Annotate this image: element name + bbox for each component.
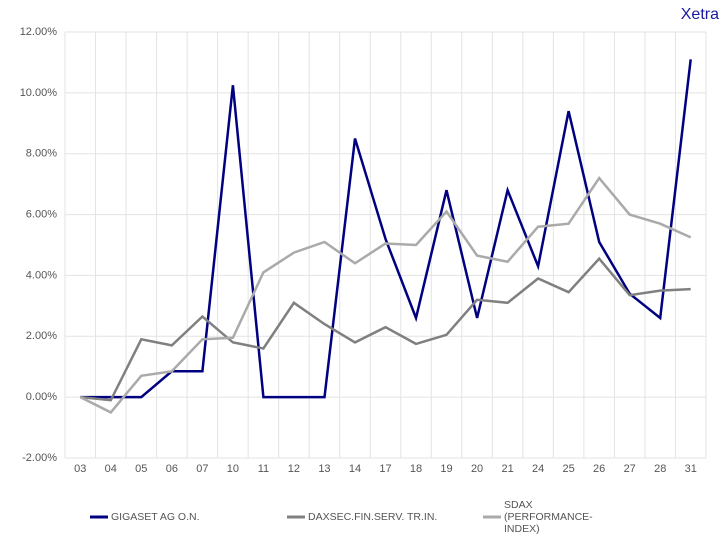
x-tick-label: 11 <box>258 463 269 475</box>
y-tick-label: 4.00% <box>26 269 57 281</box>
x-tick-label: 06 <box>166 463 178 475</box>
y-tick-label: 6.00% <box>26 208 57 220</box>
x-tick-label: 19 <box>440 463 452 475</box>
x-tick-label: 04 <box>105 463 117 475</box>
y-tick-label: 12.00% <box>20 26 58 38</box>
series-line <box>80 59 692 399</box>
series-line <box>79 176 692 414</box>
x-tick-label: 20 <box>471 463 483 475</box>
series-line <box>80 256 691 402</box>
x-tick-label: 27 <box>624 463 636 475</box>
x-tick-label: 25 <box>563 463 575 475</box>
y-tick-label: -2.00% <box>22 452 57 464</box>
legend-label: GIGASET AG O.N. <box>111 511 200 523</box>
x-tick-label: 17 <box>379 463 391 475</box>
x-tick-label: 31 <box>685 463 697 475</box>
x-tick-label: 07 <box>196 463 208 475</box>
x-tick-label: 21 <box>501 463 513 475</box>
x-tick-label: 14 <box>349 463 361 475</box>
x-tick-label: 10 <box>227 463 239 475</box>
x-tick-label: 26 <box>593 463 605 475</box>
x-tick-label: 05 <box>135 463 147 475</box>
legend-label: DAXSEC.FIN.SERV. TR.IN. <box>308 511 438 523</box>
y-tick-label: 0.00% <box>26 391 57 403</box>
x-tick-label: 12 <box>288 463 300 475</box>
legend-label: SDAX (PERFORMANCE-INDEX) <box>504 499 593 535</box>
y-tick-label: 8.00% <box>26 148 57 160</box>
x-tick-label: 13 <box>318 463 330 475</box>
x-tick-label: 03 <box>74 463 86 475</box>
x-tick-label: 18 <box>410 463 422 475</box>
y-tick-label: 2.00% <box>26 330 57 342</box>
x-tick-label: 28 <box>654 463 666 475</box>
x-tick-label: 24 <box>532 463 544 475</box>
y-tick-label: 10.00% <box>20 87 58 99</box>
corner-label: Xetra <box>680 6 719 23</box>
